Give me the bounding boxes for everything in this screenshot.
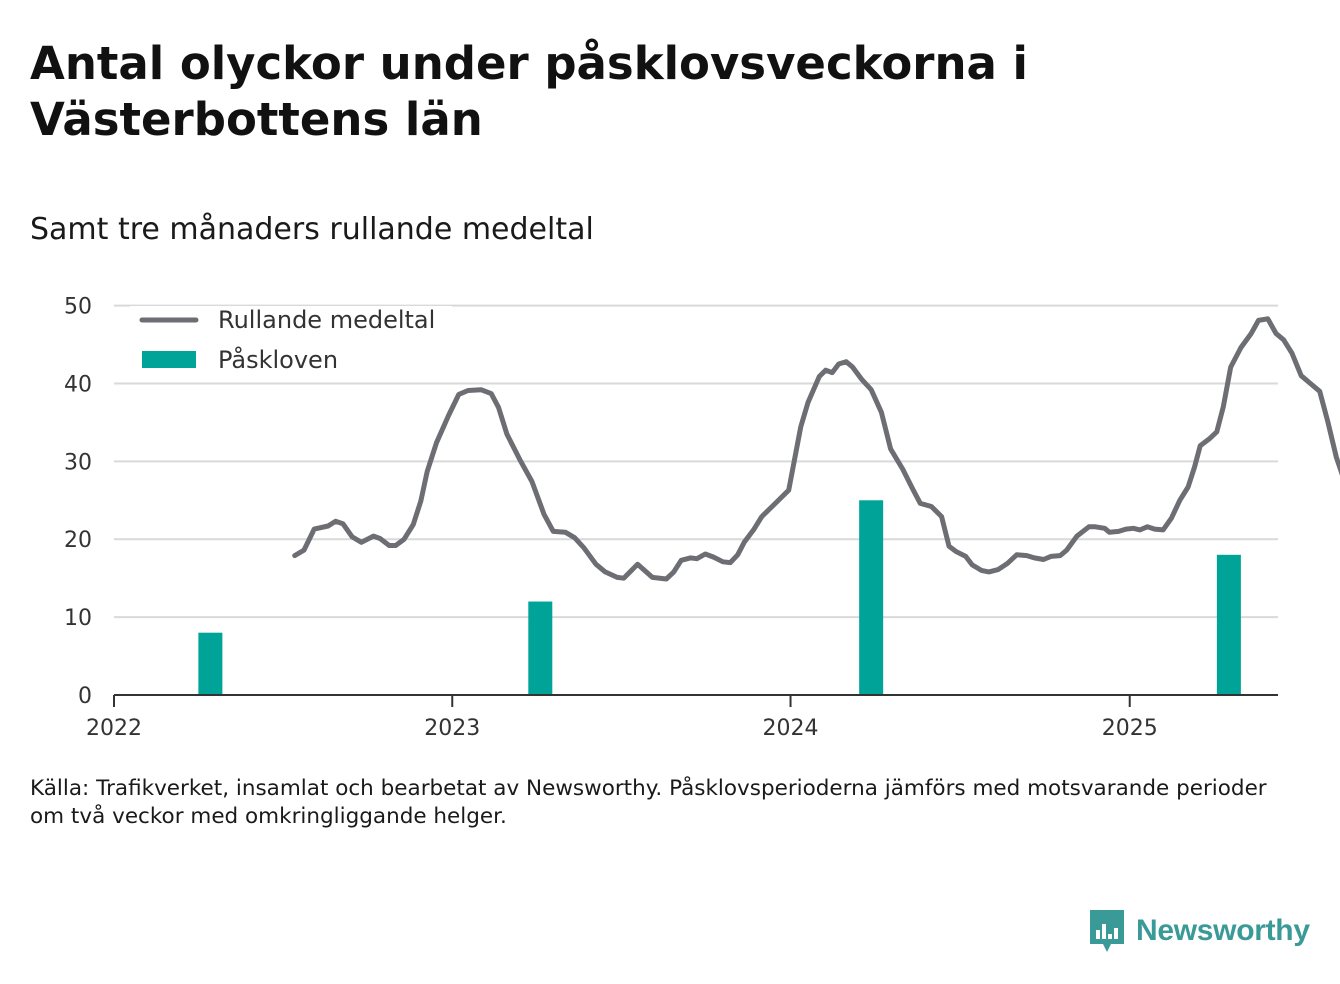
y-tick-label: 50 xyxy=(64,295,92,320)
chart-area: 0 10 20 30 40 50 2022 2023 2024 2025 Rullande med… xyxy=(64,295,1340,741)
brand-name: Newsworthy xyxy=(1136,914,1310,947)
bar-paskloven xyxy=(528,601,553,695)
bar-series xyxy=(198,500,1241,695)
source-note: Källa: Trafikverket, insamlat och bearbe… xyxy=(30,775,1270,831)
chart-subtitle: Samt tre månaders rullande medeltal xyxy=(30,212,594,247)
legend-label-bar: Påskloven xyxy=(218,345,338,374)
legend: Rullande medeltal Påskloven xyxy=(130,306,452,382)
source-line-2: om två veckor med omkringliggande helger… xyxy=(30,804,507,829)
newsworthy-logo-icon xyxy=(1090,910,1124,952)
chart-title: Antal olyckor under påsklovsveckorna i V… xyxy=(30,37,1028,146)
y-tick-label: 10 xyxy=(64,606,92,631)
legend-swatch-bar xyxy=(142,351,196,368)
y-tick-label: 30 xyxy=(64,450,92,475)
x-tick-label: 2023 xyxy=(424,716,480,741)
y-tick-label: 0 xyxy=(78,684,92,709)
line-series xyxy=(292,316,1340,582)
bar-paskloven xyxy=(1216,554,1241,695)
x-axis: 0 10 20 30 40 50 2022 2023 2024 2025 xyxy=(64,295,1278,741)
bar-paskloven xyxy=(859,500,884,695)
line-rullande-medeltal xyxy=(292,316,1340,582)
y-tick-label: 20 xyxy=(64,528,92,553)
x-tick-label: 2025 xyxy=(1102,716,1158,741)
bar-paskloven xyxy=(198,632,223,695)
source-line-1: Källa: Trafikverket, insamlat och bearbe… xyxy=(30,776,1267,801)
x-tick-label: 2022 xyxy=(86,716,142,741)
x-tick-label: 2024 xyxy=(763,716,819,741)
legend-label-line: Rullande medeltal xyxy=(218,306,435,334)
brand-logo: Newsworthy xyxy=(1088,906,1310,956)
y-tick-label: 40 xyxy=(64,372,92,397)
